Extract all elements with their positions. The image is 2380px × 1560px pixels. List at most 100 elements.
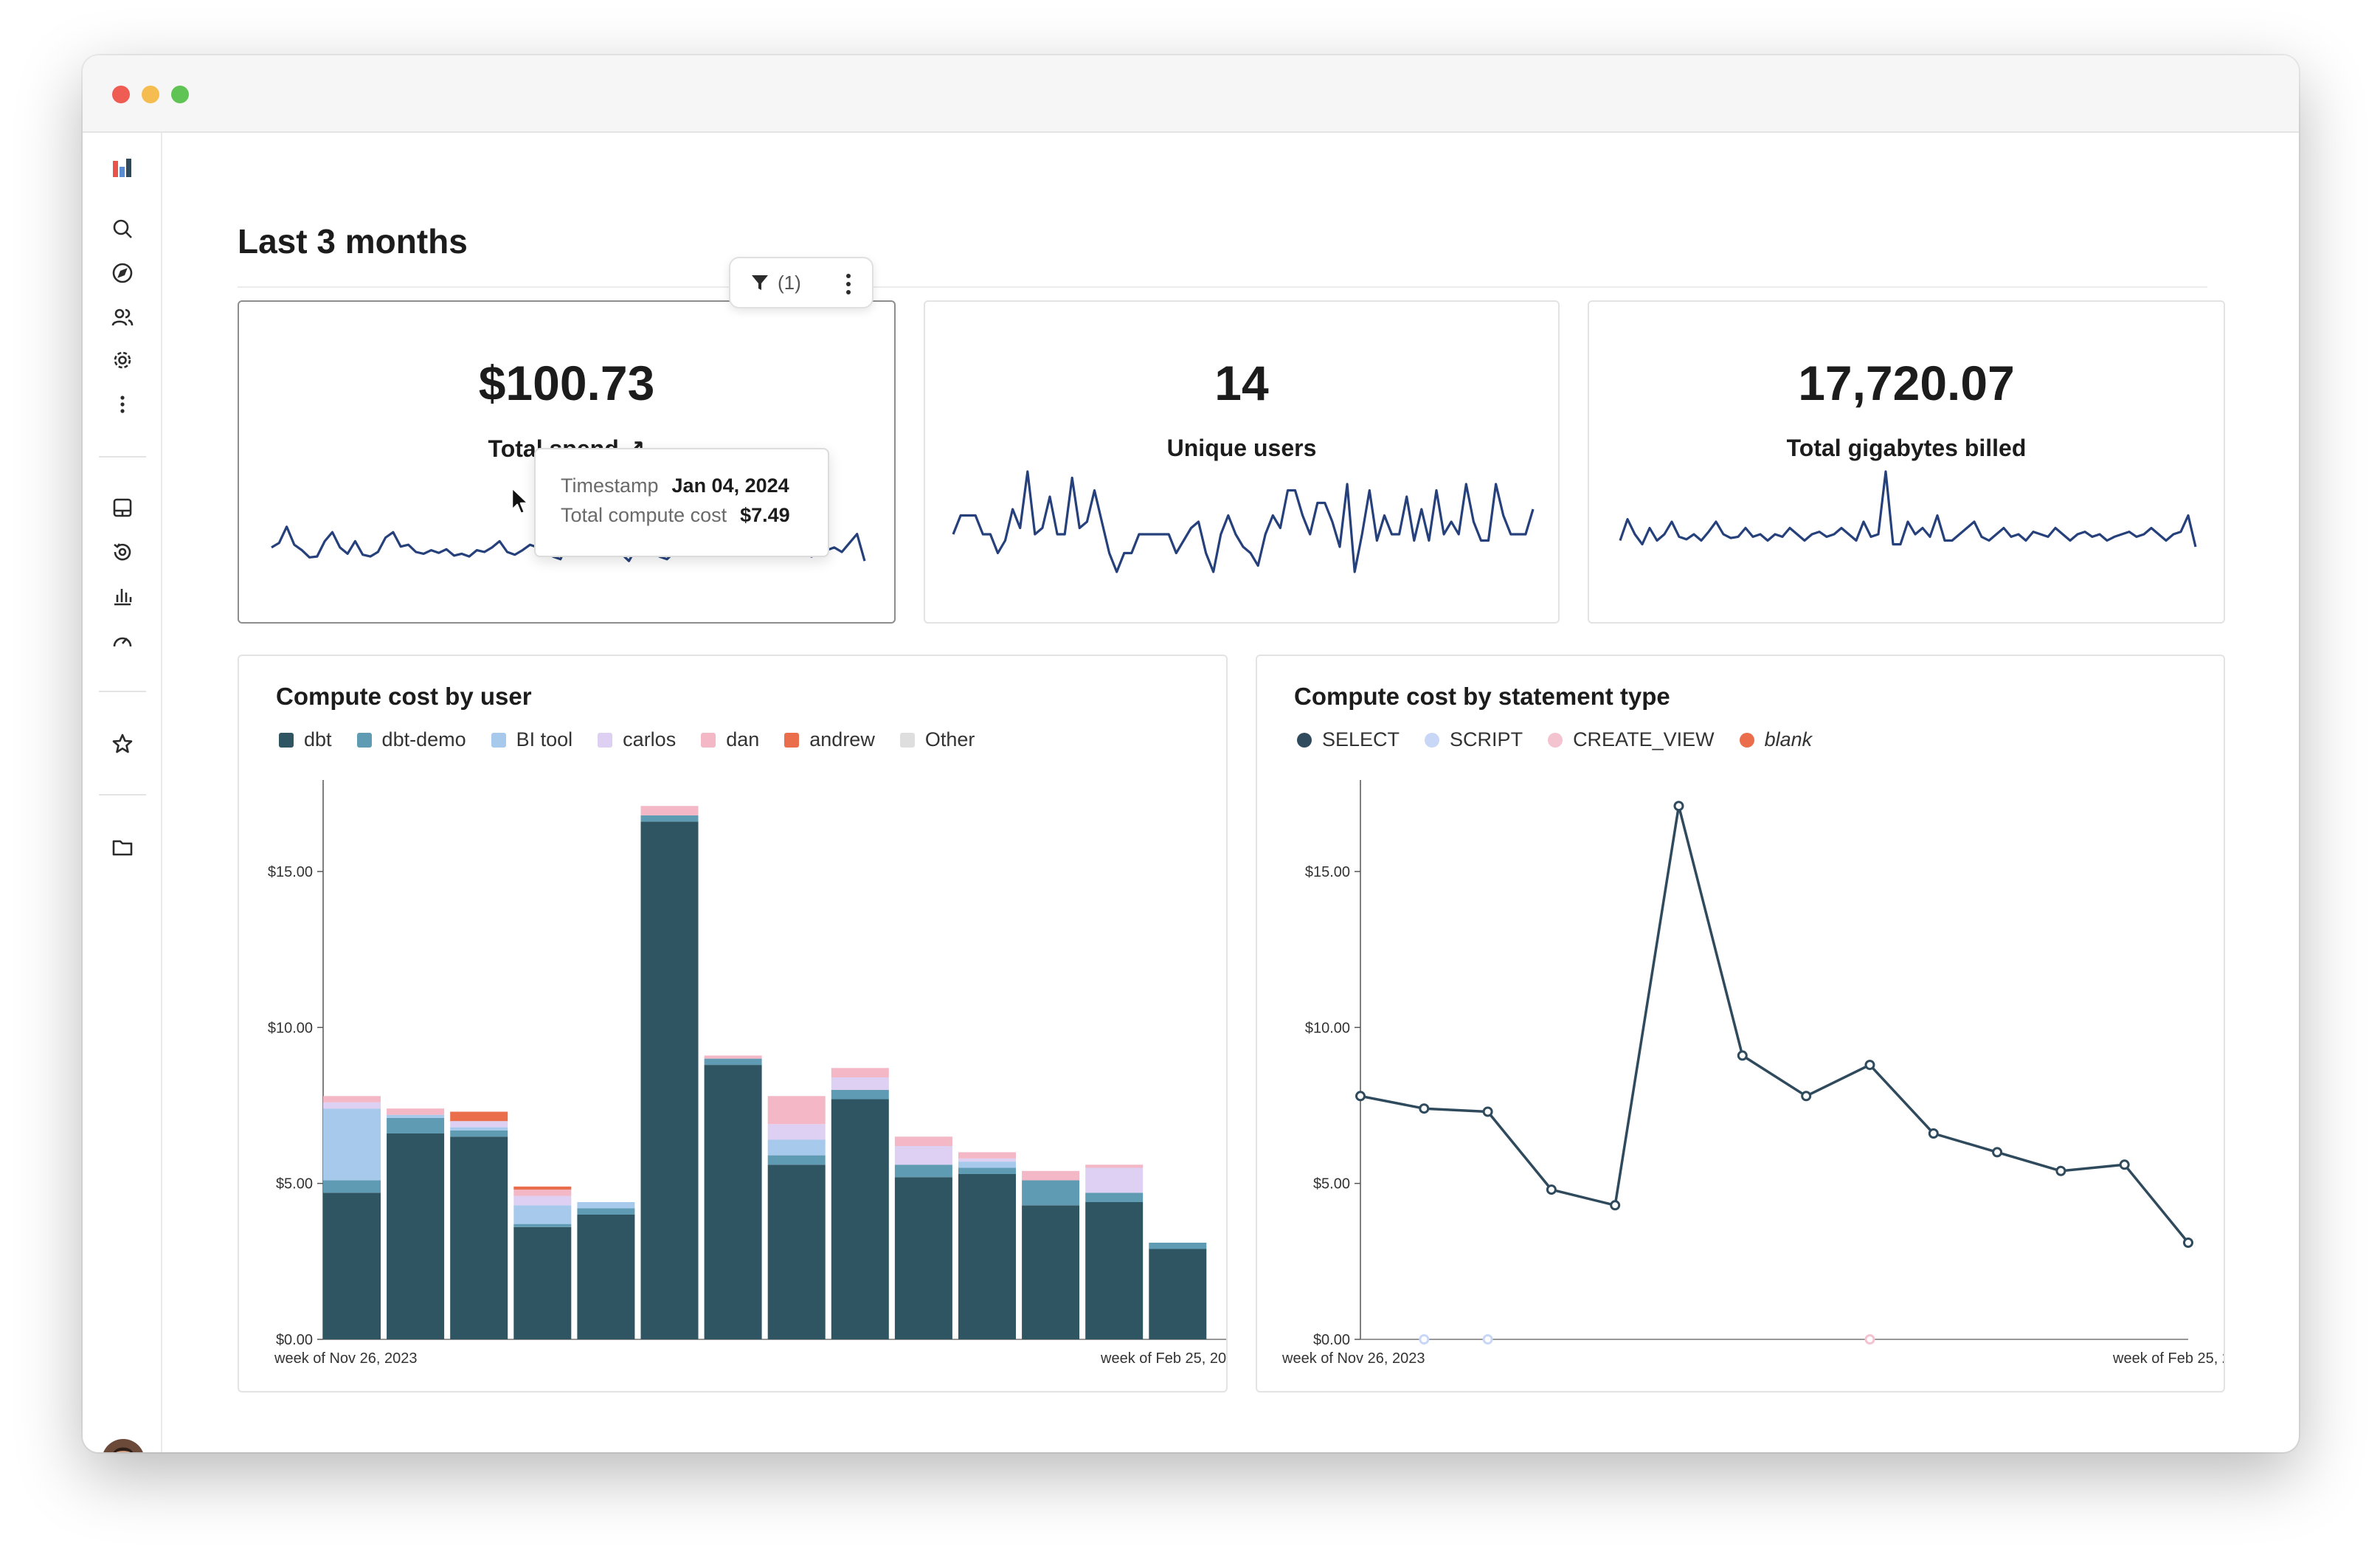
line-point-select[interactable] xyxy=(2055,1165,2066,1176)
legend-item[interactable]: andrew xyxy=(784,728,875,751)
close-window-button[interactable] xyxy=(112,86,130,103)
legend-item[interactable]: SELECT xyxy=(1297,728,1400,751)
line-point-select[interactable] xyxy=(1419,1103,1430,1114)
bar-segment-dbt-demo[interactable] xyxy=(894,1164,952,1178)
bar-segment-dan[interactable] xyxy=(894,1136,952,1146)
bar-segment-bi-tool[interactable] xyxy=(450,1127,508,1131)
user-avatar[interactable] xyxy=(102,1439,145,1452)
bar-segment-carlos[interactable] xyxy=(1085,1167,1144,1193)
bar-segment-dbt[interactable] xyxy=(1022,1205,1080,1339)
bar-segment-dan[interactable] xyxy=(1085,1164,1144,1168)
legend-item[interactable]: Other xyxy=(899,728,975,751)
legend-item[interactable]: dbt xyxy=(279,728,332,751)
bar-segment-dbt-demo[interactable] xyxy=(450,1130,508,1137)
star-icon[interactable] xyxy=(111,732,134,756)
bar-segment-carlos[interactable] xyxy=(894,1145,952,1165)
line-point-select[interactable] xyxy=(1737,1050,1748,1061)
bar-segment-bi-tool[interactable] xyxy=(513,1205,572,1224)
bar-segment-carlos[interactable] xyxy=(767,1124,826,1140)
bar-segment-bi-tool[interactable] xyxy=(387,1114,445,1118)
legend-item[interactable]: SCRIPT xyxy=(1425,728,1523,751)
explore-compass-icon[interactable] xyxy=(111,261,134,285)
bar-segment-dbt-demo[interactable] xyxy=(767,1155,826,1165)
bar-segment-bi-tool[interactable] xyxy=(323,1108,381,1181)
bar-segment-carlos[interactable] xyxy=(323,1102,381,1109)
bar-segment-dbt[interactable] xyxy=(640,821,699,1339)
line-point-select[interactable] xyxy=(1546,1184,1557,1195)
bar-segment-dbt-demo[interactable] xyxy=(958,1167,1016,1175)
line-point-select[interactable] xyxy=(2183,1238,2193,1248)
legend-item[interactable]: carlos xyxy=(598,728,676,751)
bar-segment-dan[interactable] xyxy=(831,1068,889,1077)
bar-segment-andrew[interactable] xyxy=(450,1111,508,1122)
bar-segment-dan[interactable] xyxy=(387,1108,445,1115)
bar-segment-dbt[interactable] xyxy=(704,1065,762,1339)
bar-segment-dbt-demo[interactable] xyxy=(704,1058,762,1066)
line-point-select[interactable] xyxy=(1482,1106,1493,1117)
more-vertical-icon[interactable] xyxy=(111,393,134,416)
minimize-window-button[interactable] xyxy=(142,86,159,103)
settings-gear-icon[interactable] xyxy=(111,348,134,372)
bar-segment-dan[interactable] xyxy=(640,806,699,815)
bar-segment-dbt[interactable] xyxy=(577,1214,635,1339)
bar-segment-dbt[interactable] xyxy=(323,1193,381,1339)
filter-button[interactable]: (1) xyxy=(750,272,801,294)
bar-segment-dbt[interactable] xyxy=(831,1099,889,1340)
bar-segment-carlos[interactable] xyxy=(450,1121,508,1128)
bar-segment-dbt[interactable] xyxy=(894,1177,952,1339)
bar-segment-bi-tool[interactable] xyxy=(767,1139,826,1156)
bar-segment-dbt-demo[interactable] xyxy=(1022,1180,1080,1206)
bar-segment-dbt[interactable] xyxy=(387,1133,445,1339)
legend-item[interactable]: BI tool xyxy=(491,728,572,751)
bar-segment-dbt[interactable] xyxy=(513,1226,572,1339)
line-point-create-view[interactable] xyxy=(1864,1334,1875,1345)
sparkline[interactable] xyxy=(1589,302,2227,625)
folder-icon[interactable] xyxy=(111,835,134,859)
bar-segment-dan[interactable] xyxy=(958,1152,1016,1159)
bar-segment-dan[interactable] xyxy=(513,1190,572,1196)
maximize-window-button[interactable] xyxy=(171,86,189,103)
line-point-select[interactable] xyxy=(1610,1200,1621,1211)
bar-segment-carlos[interactable] xyxy=(513,1195,572,1206)
bar-segment-carlos[interactable] xyxy=(958,1158,1016,1162)
line-point-select[interactable] xyxy=(1673,801,1684,812)
bar-segment-carlos[interactable] xyxy=(831,1077,889,1090)
bar-segment-dan[interactable] xyxy=(704,1055,762,1059)
legend-item[interactable]: dan xyxy=(701,728,759,751)
bar-segment-dan[interactable] xyxy=(323,1096,381,1102)
legend-item[interactable]: dbt-demo xyxy=(356,728,466,751)
bar-segment-dbt[interactable] xyxy=(767,1164,826,1339)
bar-segment-dan[interactable] xyxy=(1022,1170,1080,1181)
bar-segment-dbt-demo[interactable] xyxy=(387,1117,445,1133)
bar-chart-icon[interactable] xyxy=(111,584,134,608)
bar-segment-dbt-demo[interactable] xyxy=(513,1224,572,1227)
bar-segment-dbt-demo[interactable] xyxy=(1149,1243,1207,1249)
line-point-script[interactable] xyxy=(1482,1334,1493,1345)
sparkline[interactable] xyxy=(925,302,1561,625)
more-options-icon[interactable] xyxy=(841,272,856,297)
line-point-select[interactable] xyxy=(1928,1128,1939,1139)
line-point-select[interactable] xyxy=(1801,1091,1812,1102)
line-point-select[interactable] xyxy=(1992,1147,2003,1158)
bar-segment-dbt[interactable] xyxy=(1085,1202,1144,1339)
bar-segment-dbt[interactable] xyxy=(450,1136,508,1339)
bar-segment-dan[interactable] xyxy=(767,1096,826,1125)
bar-segment-bi-tool[interactable] xyxy=(958,1162,1016,1168)
bar-segment-dbt-demo[interactable] xyxy=(323,1180,381,1193)
logo-icon[interactable] xyxy=(111,156,134,180)
search-icon[interactable] xyxy=(111,217,134,241)
line-point-select[interactable] xyxy=(1864,1060,1875,1071)
history-icon[interactable] xyxy=(111,540,134,564)
legend-item[interactable]: blank xyxy=(1739,728,1812,751)
bar-segment-dbt-demo[interactable] xyxy=(831,1089,889,1100)
line-point-select[interactable] xyxy=(2119,1159,2130,1170)
kpi-card-unique-users[interactable]: 14 Unique users xyxy=(924,300,1560,624)
kpi-card-total-gigabytes[interactable]: 17,720.07 Total gigabytes billed xyxy=(1588,300,2225,624)
bar-segment-andrew[interactable] xyxy=(513,1186,572,1190)
bar-segment-dbt[interactable] xyxy=(958,1174,1016,1339)
bar-segment-dbt-demo[interactable] xyxy=(577,1208,635,1215)
bar-segment-dbt-demo[interactable] xyxy=(1085,1193,1144,1202)
line-point-script[interactable] xyxy=(1419,1334,1430,1345)
users-icon[interactable] xyxy=(111,306,134,329)
bar-segment-dbt-demo[interactable] xyxy=(640,815,699,822)
